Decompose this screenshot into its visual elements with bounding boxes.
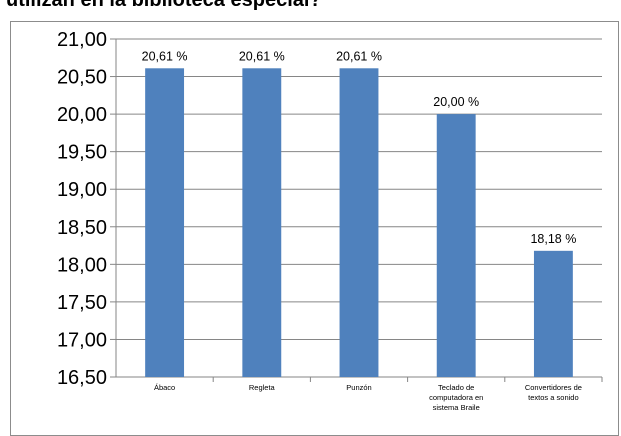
x-tick-label: Ábaco <box>154 383 175 392</box>
data-label: 20,61 % <box>239 49 285 63</box>
chart-frame <box>10 21 619 436</box>
chart-title: utilizan en la biblioteca especial? <box>6 0 322 11</box>
x-tick-label: Regleta <box>249 383 276 392</box>
x-tick-label: Teclado de <box>438 383 474 392</box>
x-tick-label: Convertidores de <box>525 383 582 392</box>
y-tick-label: 20,00 <box>57 104 107 126</box>
y-tick-label: 18,00 <box>57 254 107 276</box>
x-tick-label: sistema Braile <box>433 403 480 412</box>
y-tick-label: 19,00 <box>57 179 107 201</box>
y-tick-label: 21,00 <box>57 29 107 51</box>
y-tick-label: 17,50 <box>57 292 107 314</box>
x-tick-label: textos a sonido <box>528 393 578 402</box>
bar <box>242 68 282 377</box>
y-tick-label: 19,50 <box>57 142 107 164</box>
x-tick-label: computadora en <box>429 393 483 402</box>
bar <box>533 250 573 377</box>
y-tick-label: 20,50 <box>57 67 107 89</box>
data-labels: 20,61 % 20,61 % 20,61 % 20,00 % 18,18 % <box>142 49 577 246</box>
data-label: 20,61 % <box>336 49 382 63</box>
x-tick-label: Punzón <box>346 383 371 392</box>
tick-labels: 16,50 17,00 17,50 18,00 18,50 19,00 19,50 20,00… <box>57 29 582 412</box>
data-label: 20,61 % <box>142 49 188 63</box>
bar <box>339 68 379 377</box>
y-tick-label: 17,00 <box>57 329 107 351</box>
y-tick-label: 16,50 <box>57 367 107 389</box>
y-tick-label: 18,50 <box>57 217 107 239</box>
bars <box>145 68 573 377</box>
data-label: 18,18 % <box>530 232 576 246</box>
bar <box>145 68 185 377</box>
chart-title-container: utilizan en la biblioteca especial? <box>0 0 621 13</box>
data-label: 20,00 % <box>433 95 479 109</box>
bar <box>436 114 476 377</box>
